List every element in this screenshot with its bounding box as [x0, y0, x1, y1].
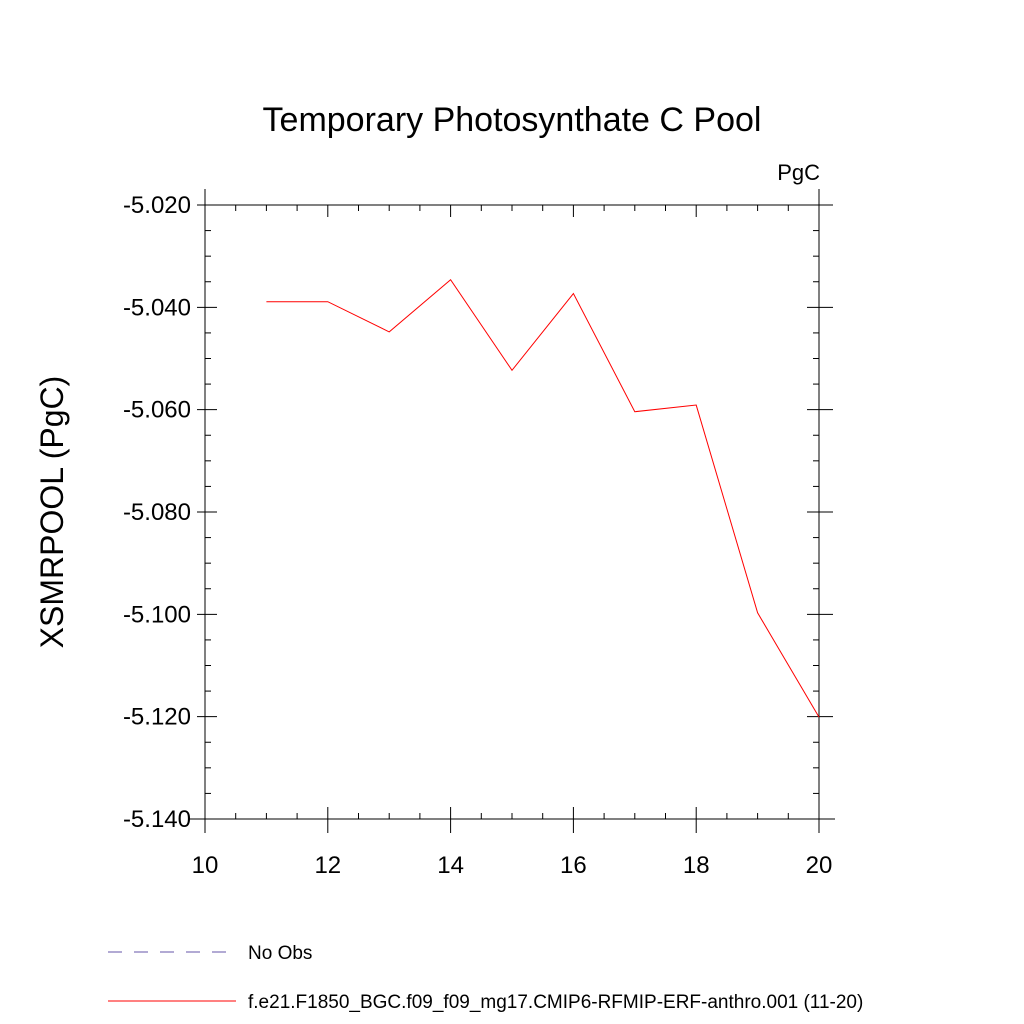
y-tick-label: -5.040 — [123, 294, 191, 321]
legend: No Obs f.e21.F1850_BGC.f09_f09_mg17.CMIP… — [108, 943, 863, 1013]
x-tick-label: 10 — [192, 852, 219, 879]
y-axis: -5.020 -5.040 -5.060 -5.080 -5.100 -5.120 -5.1… — [123, 189, 833, 833]
y-tick-label: -5.140 — [123, 806, 191, 833]
data-point — [818, 716, 820, 718]
y-axis-label: XSMRPOOL (PgC) — [34, 376, 70, 649]
y-tick-label: -5.120 — [123, 704, 191, 731]
x-tick-label: 12 — [314, 852, 341, 879]
units-label: PgC — [777, 160, 820, 185]
x-tick-label: 18 — [683, 852, 710, 879]
plot-frame — [204, 204, 820, 820]
data-point — [449, 279, 451, 281]
y-tick-label: -5.020 — [123, 192, 191, 219]
data-point — [511, 369, 513, 371]
y-tick-label: -5.080 — [123, 499, 191, 526]
data-point — [572, 292, 574, 294]
x-tick-label: 20 — [806, 852, 833, 879]
x-tick-label: 16 — [560, 852, 587, 879]
y-tick-label: -5.100 — [123, 601, 191, 628]
data-point — [265, 301, 267, 303]
y-tick-label: -5.060 — [123, 397, 191, 424]
data-point — [756, 612, 758, 614]
series-layer — [265, 278, 820, 718]
chart-title: Temporary Photosynthate C Pool — [263, 101, 762, 139]
x-tick-label: 14 — [437, 852, 464, 879]
series-line-0 — [266, 278, 820, 718]
legend-label-model-run: f.e21.F1850_BGC.f09_f09_mg17.CMIP6-RFMIP… — [248, 992, 863, 1013]
data-point — [695, 404, 697, 406]
data-point — [388, 331, 390, 333]
data-point — [634, 411, 636, 413]
data-point — [327, 301, 329, 303]
legend-label-no-obs: No Obs — [248, 943, 312, 964]
x-axis: 10 12 14 16 18 20 — [189, 205, 835, 879]
